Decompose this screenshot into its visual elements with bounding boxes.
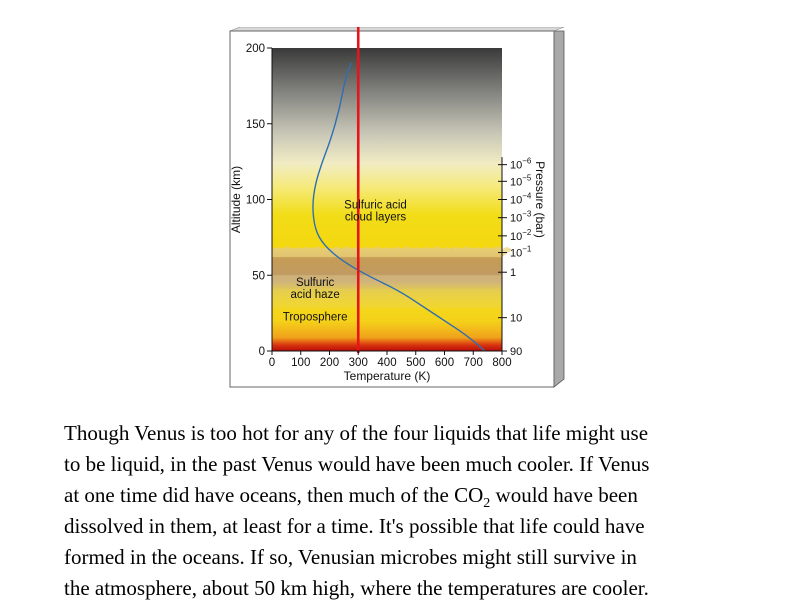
caption-line-3: at one time did have oceans, then much o…	[64, 480, 764, 511]
pressure-tick-label: 1	[510, 267, 516, 279]
x-tick-label: 300	[349, 357, 368, 369]
caption-line-3-end: would have been	[490, 483, 638, 507]
x-tick-label: 0	[269, 357, 275, 369]
cloud-label-line1: Sulfuric acid	[344, 200, 407, 212]
x-tick-label: 500	[406, 357, 425, 369]
pressure-exponent: −3	[522, 210, 532, 219]
caption-line-5: formed in the oceans. If so, Venusian mi…	[64, 545, 637, 569]
caption-paragraph: Though Venus is too hot for any of the f…	[64, 418, 764, 604]
y-tick-label: 50	[252, 270, 265, 282]
y-tick-label: 100	[246, 195, 265, 207]
acid-haze-band	[272, 275, 502, 309]
frame-side	[553, 30, 565, 388]
y-tick-label: 150	[246, 119, 265, 131]
x-axis-title: Temperature (K)	[344, 369, 431, 383]
pressure-exponent: −4	[522, 192, 532, 201]
caption-line-1: Though Venus is too hot for any of the f…	[64, 421, 649, 445]
caption-line-3-start: at one time did have oceans, then much o…	[64, 483, 484, 507]
venus-atmosphere-chart: Sulfuric acid cloud layers Sulfuric acid…	[228, 27, 568, 389]
x-tick-label: 400	[377, 357, 396, 369]
haze-label-line2: acid haze	[291, 289, 340, 301]
y-tick-label: 200	[246, 43, 265, 55]
temperature-profile-line	[312, 62, 486, 352]
pressure-exponent: −5	[522, 173, 532, 182]
co2-subscript: 2	[483, 496, 491, 512]
haze-label-line1: Sulfuric	[296, 277, 335, 289]
pressure-tick-label: 90	[510, 346, 522, 358]
pressure-tick-label: 10	[510, 313, 522, 325]
pressure-axis-title: Pressure (bar)	[533, 161, 547, 238]
pressure-exponent: −2	[522, 228, 532, 237]
frame-top	[229, 27, 565, 32]
x-tick-label: 200	[320, 357, 339, 369]
pressure-exponent: −1	[522, 245, 532, 254]
troposphere-label: Troposphere	[283, 312, 348, 324]
cloud-top-edge	[272, 246, 512, 257]
pressure-exponent: −6	[522, 157, 532, 166]
y-tick-label: 0	[259, 346, 265, 358]
cloud-label-line2: cloud layers	[345, 212, 407, 224]
caption-line-6: the atmosphere, about 50 km high, where …	[64, 576, 649, 600]
x-tick-label: 800	[492, 357, 511, 369]
caption-line-4: dissolved in them, at least for a time. …	[64, 514, 645, 538]
x-tick-label: 600	[435, 357, 454, 369]
x-tick-label: 700	[464, 357, 483, 369]
x-tick-label: 100	[291, 357, 310, 369]
caption-line-2: to be liquid, in the past Venus would ha…	[64, 452, 650, 476]
y-axis-title: Altitude (km)	[229, 166, 243, 233]
